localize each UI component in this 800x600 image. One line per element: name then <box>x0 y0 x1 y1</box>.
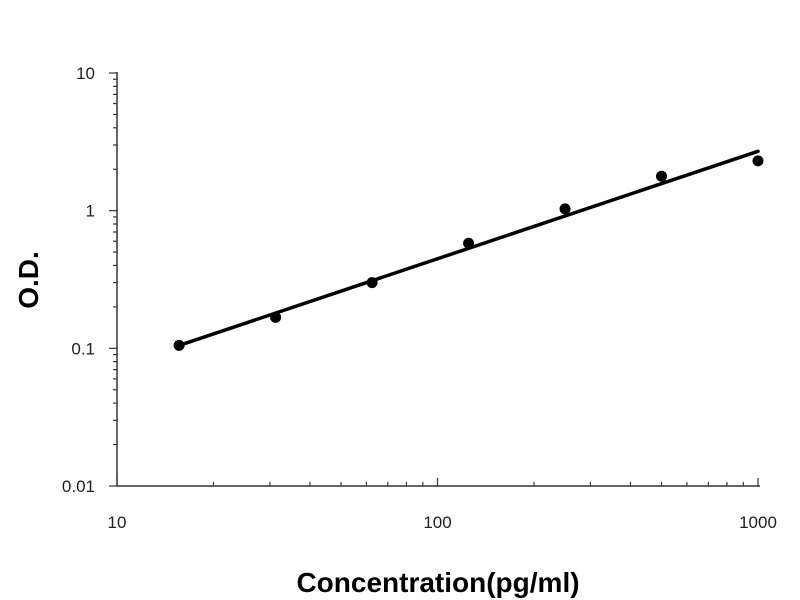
data-point <box>559 203 571 215</box>
data-point <box>656 170 668 182</box>
x-tick-label: 10 <box>108 513 127 532</box>
y-tick-label: 0.1 <box>71 339 95 358</box>
axis-ticks <box>109 72 759 487</box>
y-axis-title: O.D. <box>13 251 44 309</box>
data-point <box>173 339 185 351</box>
x-tick-label: 100 <box>423 513 451 532</box>
axis-tick-labels: 10 1 0.1 0.01 10 100 1000 <box>62 64 777 532</box>
y-tick-label: 0.01 <box>62 477 95 496</box>
y-tick-label: 10 <box>76 64 95 83</box>
data-point <box>366 277 378 289</box>
y-tick-label: 1 <box>86 202 95 221</box>
data-point <box>463 237 475 249</box>
data-points <box>173 155 764 351</box>
x-axis-title: Concentration(pg/ml) <box>296 567 579 598</box>
x-tick-label: 1000 <box>739 513 777 532</box>
data-point <box>270 311 282 323</box>
data-point <box>752 155 764 167</box>
axes <box>116 72 760 487</box>
